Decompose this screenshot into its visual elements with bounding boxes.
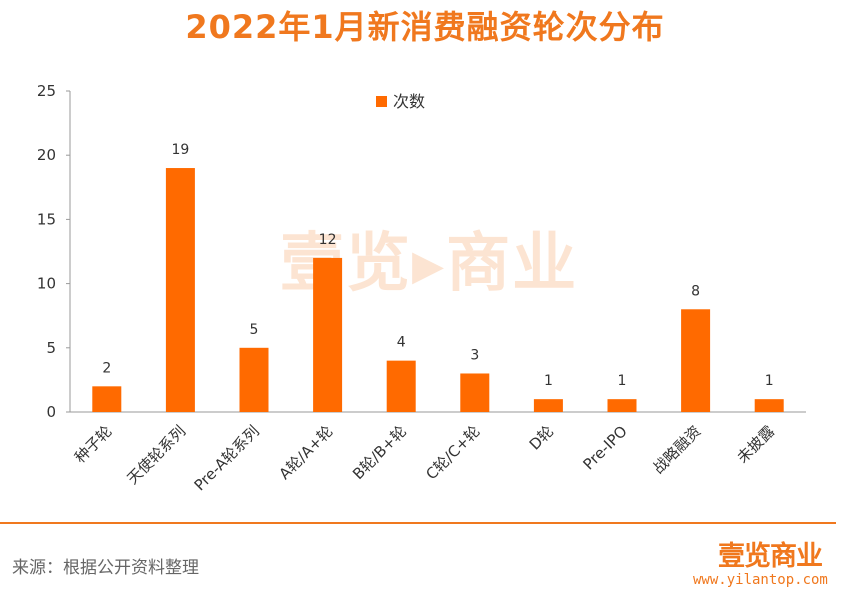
x-tick-label: Pre-IPO xyxy=(580,422,631,473)
data-label: 1 xyxy=(765,373,774,389)
data-label: 1 xyxy=(618,373,627,389)
x-tick-label: 未披露 xyxy=(733,422,778,467)
x-tick-label: C轮/C+轮 xyxy=(422,422,483,483)
bar xyxy=(533,399,563,412)
source-note: 来源：根据公开资料整理 xyxy=(12,558,199,578)
data-label: 19 xyxy=(171,142,189,158)
bar xyxy=(460,373,490,412)
y-tick-label: 10 xyxy=(37,275,56,293)
x-tick-label: B轮/B+轮 xyxy=(349,422,410,483)
x-tick-label: Pre-A轮系列 xyxy=(191,422,263,494)
bar xyxy=(92,386,122,412)
bar xyxy=(681,309,711,412)
data-label: 2 xyxy=(102,360,111,376)
y-tick-label: 20 xyxy=(37,146,56,164)
footer-divider xyxy=(0,522,836,524)
data-label: 3 xyxy=(470,347,479,363)
x-tick-label: A轮/A+轮 xyxy=(276,422,337,483)
brand-logo: 壹览商业 xyxy=(718,541,823,572)
x-tick-label: 天使轮系列 xyxy=(123,422,189,488)
data-label: 1 xyxy=(544,373,553,389)
y-tick-label: 15 xyxy=(37,210,56,228)
x-tick-label: 种子轮 xyxy=(71,422,116,467)
bar xyxy=(607,399,637,412)
data-label: 8 xyxy=(691,283,700,299)
data-label: 5 xyxy=(250,322,259,338)
x-tick-label: D轮 xyxy=(526,422,558,454)
y-tick-label: 0 xyxy=(46,403,56,421)
bar xyxy=(239,347,269,412)
y-tick-label: 5 xyxy=(46,339,56,357)
legend-label: 次数 xyxy=(393,92,425,111)
chart-title: 2022年1月新消费融资轮次分布 xyxy=(185,8,665,46)
legend-swatch xyxy=(376,96,387,107)
brand-url: www.yilantop.com xyxy=(693,572,828,588)
bar xyxy=(313,257,343,412)
x-tick-label: 战略融资 xyxy=(649,422,704,477)
data-label: 12 xyxy=(319,232,337,248)
y-tick-label: 25 xyxy=(37,82,56,100)
bar xyxy=(754,399,784,412)
data-label: 4 xyxy=(397,335,406,351)
bar xyxy=(165,168,195,412)
bar xyxy=(386,360,416,412)
bar-chart: 0 5 10 15 20 25 2 种子轮 19 天使轮系列 5 Pre-A轮系列 12 A轮/A+轮 4 B… xyxy=(37,82,806,494)
